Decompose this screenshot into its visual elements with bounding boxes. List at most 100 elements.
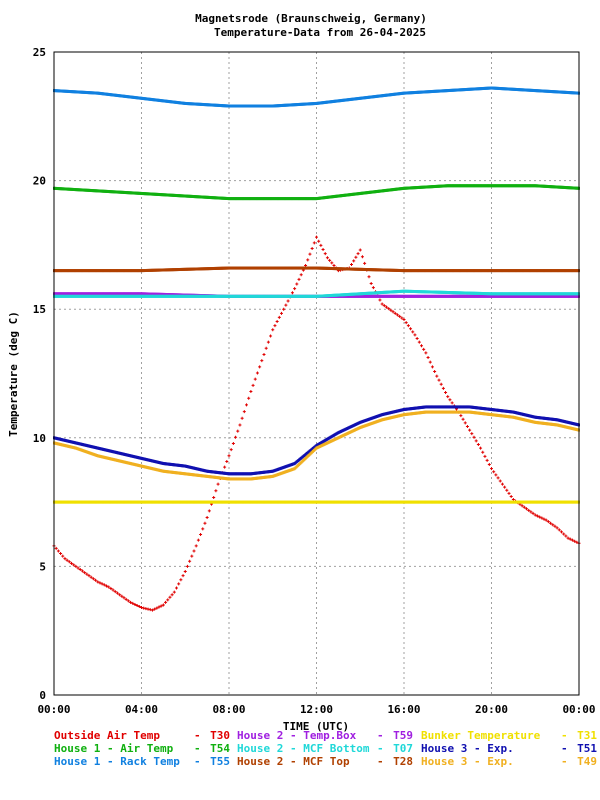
data-point <box>404 321 408 325</box>
data-point <box>494 473 498 477</box>
data-point <box>546 520 550 524</box>
data-point <box>352 259 356 263</box>
data-point <box>275 320 279 324</box>
data-point <box>227 454 231 458</box>
data-point <box>260 359 264 363</box>
data-point <box>133 602 137 606</box>
data-point <box>290 291 294 295</box>
data-point <box>170 593 174 597</box>
data-point <box>420 344 423 348</box>
data-point <box>70 561 73 565</box>
data-point <box>269 334 273 338</box>
data-point <box>111 588 115 592</box>
data-point <box>430 365 434 369</box>
data-point <box>315 235 318 239</box>
data-point <box>463 421 467 425</box>
data-point <box>164 600 168 604</box>
data-point <box>192 549 196 553</box>
data-point <box>135 603 139 607</box>
data-point <box>306 258 310 262</box>
data-point <box>231 441 235 445</box>
data-point <box>433 369 437 373</box>
data-point <box>542 517 546 521</box>
data-point <box>323 252 327 256</box>
data-point <box>100 582 104 586</box>
data-point <box>422 347 426 351</box>
data-point <box>551 523 555 527</box>
data-point <box>385 305 388 309</box>
data-point <box>492 470 496 474</box>
data-point <box>560 530 563 534</box>
data-point <box>297 277 301 281</box>
data-point <box>496 476 500 480</box>
data-point <box>240 416 244 420</box>
series-t31 <box>53 500 580 504</box>
data-point <box>83 571 87 575</box>
data-point <box>264 346 268 350</box>
data-point <box>474 439 478 443</box>
data-point <box>538 515 542 519</box>
data-point <box>573 539 577 543</box>
data-point <box>63 557 67 561</box>
data-point <box>568 537 572 541</box>
data-point <box>310 247 314 251</box>
data-point <box>317 239 321 243</box>
data-point <box>144 607 148 611</box>
data-point <box>271 328 275 332</box>
data-point <box>122 596 126 600</box>
data-point <box>229 448 233 452</box>
data-point <box>159 604 163 608</box>
data-point <box>520 504 524 508</box>
data-point <box>470 432 474 436</box>
data-point <box>529 510 533 514</box>
data-point <box>328 258 332 262</box>
data-point <box>389 308 393 312</box>
data-point <box>490 467 493 471</box>
data-point <box>472 435 476 439</box>
data-point <box>273 324 277 328</box>
data-point <box>168 595 172 599</box>
data-point <box>479 446 483 450</box>
data-point <box>461 417 465 421</box>
data-point <box>354 255 358 259</box>
data-point <box>251 383 255 387</box>
data-point <box>395 313 399 317</box>
data-point <box>441 386 445 390</box>
chart-subtitle: Temperature-Data from 26-04-2025 <box>214 26 426 39</box>
data-point <box>94 578 98 582</box>
data-point <box>236 429 240 433</box>
data-point <box>214 489 218 493</box>
data-point <box>566 536 570 540</box>
data-point <box>500 482 504 486</box>
data-point <box>450 401 454 405</box>
data-point <box>393 311 397 315</box>
data-point <box>80 569 84 573</box>
data-point <box>194 544 198 548</box>
data-point <box>175 586 178 590</box>
data-point <box>363 261 367 265</box>
data-point <box>129 600 133 604</box>
data-point <box>148 608 152 612</box>
chart-title: Magnetsrode (Braunschweig, Germany) <box>195 12 427 25</box>
data-point <box>177 582 181 586</box>
data-point <box>284 303 288 307</box>
data-point <box>59 552 63 556</box>
data-point <box>146 607 150 611</box>
data-point <box>533 513 537 517</box>
data-point <box>540 516 544 520</box>
data-point <box>413 333 417 337</box>
data-point <box>312 241 316 245</box>
data-point <box>107 585 111 589</box>
data-point <box>113 590 117 594</box>
data-point <box>140 606 143 610</box>
data-point <box>277 315 281 319</box>
data-point <box>293 287 297 291</box>
data-point <box>468 428 472 432</box>
data-point <box>199 533 203 537</box>
data-point <box>371 286 375 290</box>
data-point <box>409 327 413 331</box>
data-point <box>304 263 308 267</box>
data-point <box>319 243 323 247</box>
data-point <box>266 340 270 344</box>
data-point <box>369 281 373 285</box>
